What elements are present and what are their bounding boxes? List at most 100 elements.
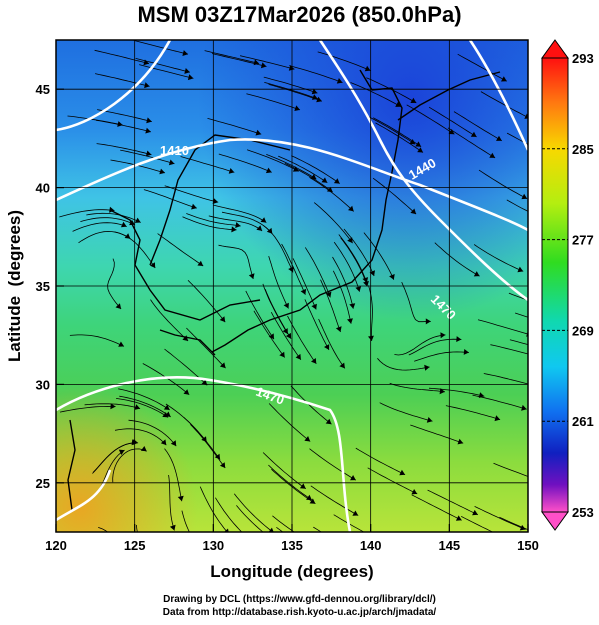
streamline xyxy=(478,169,528,200)
streamline xyxy=(367,467,418,495)
streamline xyxy=(114,428,167,446)
streamline xyxy=(394,334,446,356)
streamline-arrow xyxy=(463,349,469,355)
streamline-arrow xyxy=(201,436,207,442)
streamline xyxy=(86,212,141,223)
streamline xyxy=(414,351,469,362)
streamline xyxy=(133,40,189,55)
streamline xyxy=(164,448,183,502)
streamline-arrow xyxy=(411,489,418,495)
streamline xyxy=(181,510,190,532)
streamline-arrow xyxy=(231,226,237,233)
streamline-arrow xyxy=(288,65,295,71)
streamline-arrow xyxy=(149,262,156,268)
streamline xyxy=(310,485,359,516)
streamline-arrow xyxy=(316,96,322,103)
colorbar-label: 285 xyxy=(572,142,594,157)
streamline-arrow xyxy=(409,139,416,145)
streamline xyxy=(245,290,275,340)
streamline xyxy=(411,494,462,521)
streamline xyxy=(84,403,141,409)
streamline xyxy=(236,505,264,532)
y-tick-label: 45 xyxy=(36,82,50,97)
streamline-arrow xyxy=(545,534,551,540)
streamline-arrow xyxy=(472,509,478,516)
streamline-arrow xyxy=(285,332,292,339)
x-tick-label: 140 xyxy=(360,538,382,553)
streamline xyxy=(120,149,175,165)
streamline-arrow xyxy=(363,280,369,287)
streamline xyxy=(483,373,528,385)
streamline xyxy=(150,299,189,342)
streamline-arrow xyxy=(410,97,417,103)
streamline-arrow xyxy=(333,178,340,184)
streamline xyxy=(304,247,331,298)
streamline xyxy=(182,216,237,231)
streamline-arrow xyxy=(439,388,445,395)
streamline xyxy=(284,162,333,193)
streamline-arrow xyxy=(306,494,312,501)
streamline xyxy=(477,319,528,335)
streamline-arrow xyxy=(265,167,272,174)
streamline-arrow xyxy=(417,147,423,153)
streamline xyxy=(408,338,462,356)
streamline-arrow xyxy=(163,404,170,410)
streamline xyxy=(304,299,330,351)
streamline-arrow xyxy=(272,538,278,543)
streamline xyxy=(278,155,328,184)
streamline xyxy=(263,76,318,94)
streamline xyxy=(291,155,340,184)
streamline-arrow xyxy=(324,344,330,350)
streamline-arrow xyxy=(292,166,299,172)
colorbar-label: 253 xyxy=(572,505,594,520)
streamline xyxy=(366,115,416,145)
colorbar-top-arrow xyxy=(541,39,569,59)
streamline-arrow xyxy=(164,411,171,417)
streamline-arrow xyxy=(212,198,219,204)
streamline xyxy=(59,405,116,413)
streamline-arrow xyxy=(256,225,263,231)
streamline-arrow xyxy=(362,277,369,283)
streamline xyxy=(168,474,175,531)
streamline-arrow xyxy=(110,403,116,410)
streamline xyxy=(389,382,445,393)
streamline-arrow xyxy=(521,193,528,200)
streamline xyxy=(80,217,136,226)
streamline-arrow xyxy=(109,206,115,213)
streamline-arrow xyxy=(318,553,324,558)
streamline-arrow xyxy=(197,260,204,266)
streamline xyxy=(143,189,197,209)
streamline-arrow xyxy=(134,217,141,223)
temperature-field: 1410 1440 1470 1470 xyxy=(56,40,551,558)
streamline-arrow xyxy=(325,291,332,298)
streamline-arrow xyxy=(352,510,359,516)
x-tick-label: 135 xyxy=(281,538,303,553)
streamline xyxy=(96,143,152,156)
credit-drawing: Drawing by DCL (https://www.gfd-dennou.o… xyxy=(163,594,436,605)
streamline xyxy=(207,118,262,135)
y-axis: 25 30 35 40 45 xyxy=(36,82,64,491)
streamline-arrow xyxy=(299,483,306,489)
credit-data: Data from http://database.rish.kyoto-u.a… xyxy=(162,607,437,618)
streamline xyxy=(406,104,455,135)
streamline-arrow xyxy=(311,358,317,364)
streamline xyxy=(332,270,352,324)
streamline-arrow xyxy=(426,417,433,423)
streamline-arrow xyxy=(235,222,241,228)
streamline xyxy=(457,53,507,82)
streamline-arrow xyxy=(350,475,356,481)
streamline-arrow xyxy=(118,341,124,347)
streamline xyxy=(139,64,194,79)
streamline xyxy=(69,334,125,347)
streamline xyxy=(218,244,254,280)
streamline xyxy=(377,358,430,371)
streamline-arrow xyxy=(146,117,152,124)
streamline-arrow xyxy=(260,62,267,69)
streamline-arrow xyxy=(335,326,342,332)
streamline xyxy=(493,462,528,477)
streamline-arrow xyxy=(506,536,512,542)
streamline-arrow xyxy=(245,535,251,541)
streamline xyxy=(313,202,353,244)
streamline xyxy=(514,312,528,318)
streamline xyxy=(199,486,228,532)
